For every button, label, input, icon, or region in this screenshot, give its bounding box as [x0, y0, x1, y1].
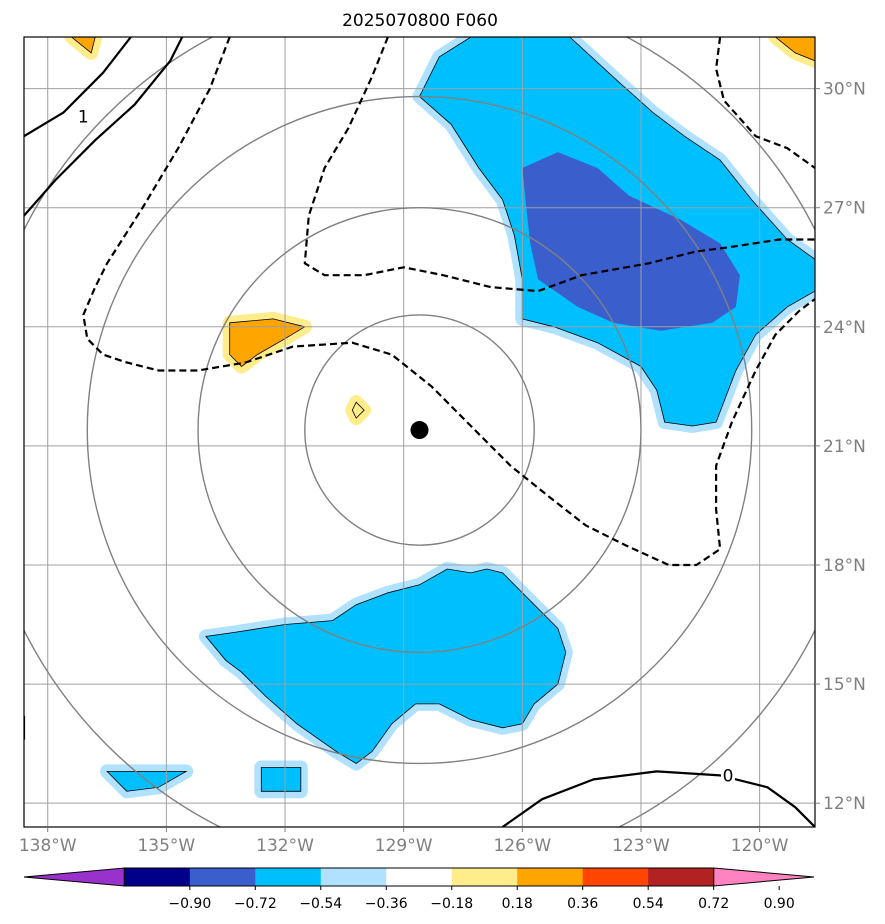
negative-contour-line	[82, 37, 815, 567]
x-tick-label: 123°W	[612, 836, 670, 856]
colorbar-tick-label: 0.72	[698, 896, 729, 912]
map-frame	[23, 36, 816, 828]
colorbar-tick-label: 0.18	[502, 896, 533, 912]
colorbar: −0.90 −0.72 −0.54 −0.36 −0.18 0.18 0.36 0.54 0.7…	[23, 867, 815, 912]
shaded-region-outline	[229, 318, 306, 368]
x-tick-label: 132°W	[256, 836, 314, 856]
contour-label-background	[76, 106, 91, 125]
colorbar-tick-label: −0.54	[299, 896, 342, 912]
colorbar-frame	[123, 867, 715, 887]
shaded-anomaly-layer	[64, 37, 815, 799]
shaded-region	[261, 767, 301, 792]
x-tick-label: 129°W	[375, 836, 433, 856]
contour-lines: 10	[24, 37, 815, 827]
shaded-region	[205, 569, 566, 764]
shaded-region-outline	[260, 767, 302, 792]
shaded-region	[352, 402, 365, 419]
colorbar-segment	[189, 868, 256, 886]
positive-contour-line	[24, 37, 184, 217]
shaded-region	[775, 37, 815, 61]
y-tick-label: 30°N	[823, 80, 866, 100]
colorbar-tick-label: −0.72	[234, 896, 277, 912]
colorbar-segment	[451, 868, 518, 886]
y-tick-label: 21°N	[823, 437, 866, 457]
colorbar-extend-high	[713, 867, 815, 887]
x-tick-label: 120°W	[731, 836, 789, 856]
shaded-region-outline	[774, 37, 815, 62]
colorbar-segment	[255, 868, 322, 886]
range-ring	[197, 207, 642, 654]
positive-contour-line	[24, 37, 132, 138]
colorbar-tick-label: −0.36	[365, 896, 408, 912]
map-area: 10	[24, 37, 815, 827]
shaded-region	[522, 152, 740, 331]
colorbar-extend-low	[23, 867, 125, 887]
colorbar-tick-label: 0.36	[567, 896, 598, 912]
contour-label: 0	[723, 766, 734, 786]
shaded-region-outline	[351, 401, 365, 419]
colorbar-tick-label: 0.54	[633, 896, 664, 912]
colorbar-segment	[582, 868, 649, 886]
storm-center-dot	[410, 421, 429, 440]
storm-center-marker	[410, 421, 429, 440]
x-tick-label: 126°W	[493, 836, 551, 856]
shaded-region-outline	[70, 37, 96, 54]
range-ring	[304, 314, 535, 546]
negative-contour-line	[715, 37, 815, 169]
shaded-region-outline	[419, 37, 815, 427]
negative-contour-line	[303, 37, 815, 293]
shaded-region	[71, 37, 96, 53]
colorbar-tick-label: −0.18	[430, 896, 473, 912]
range-ring	[86, 95, 753, 765]
shaded-region-outline	[205, 568, 567, 764]
colorbar-segment	[648, 868, 715, 886]
x-axis-ticks: 138°W 135°W 132°W 129°W 126°W 123°W 120°W	[19, 827, 789, 856]
contour-label: 1	[78, 107, 89, 127]
colorbar-segment	[320, 868, 387, 886]
y-tick-label: 12°N	[823, 794, 866, 814]
contour-label-background	[720, 765, 735, 784]
y-tick-label: 18°N	[823, 556, 866, 576]
x-tick-label: 135°W	[137, 836, 195, 856]
colorbar-segment	[386, 868, 453, 886]
x-tick-label: 138°W	[19, 836, 77, 856]
positive-contour-line	[501, 770, 815, 827]
colorbar-segment	[517, 868, 584, 886]
colorbar-segment	[124, 868, 191, 886]
colorbar-tick-label: −0.90	[168, 896, 211, 912]
y-tick-label: 15°N	[823, 675, 866, 695]
y-axis-ticks: 30°N 27°N 24°N 21°N 18°N 15°N 12°N	[815, 80, 866, 814]
y-tick-label: 24°N	[823, 318, 866, 338]
shaded-region	[229, 318, 305, 367]
range-rings	[24, 37, 815, 827]
colorbar-tick-label: 0.90	[764, 896, 795, 912]
y-tick-label: 27°N	[823, 199, 866, 219]
chart-title: 2025070800 F060	[342, 11, 498, 31]
